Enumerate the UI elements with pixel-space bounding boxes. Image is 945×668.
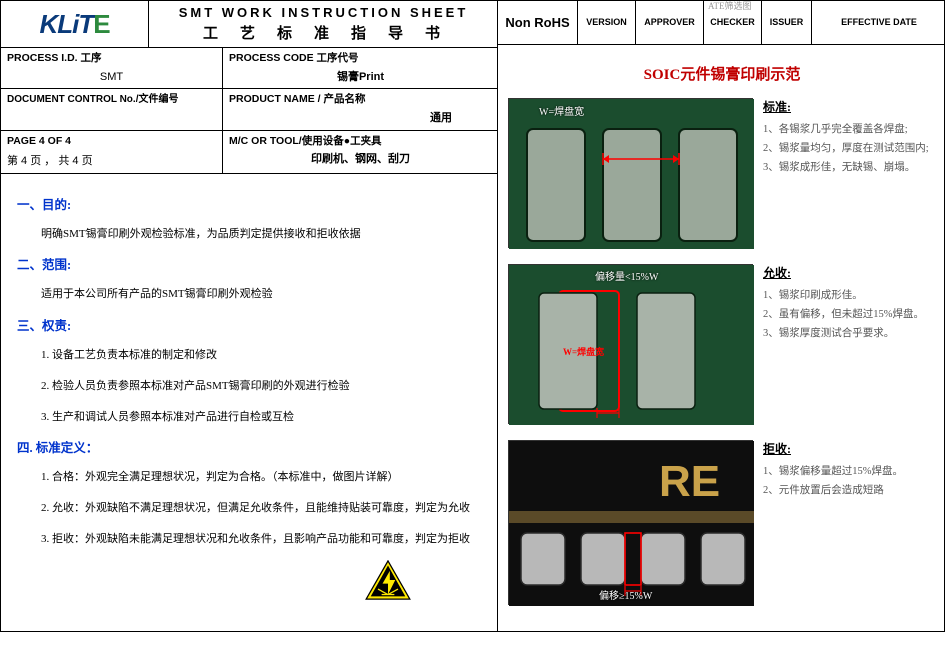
section-4-heading: 四. 标准定义： <box>17 437 481 461</box>
crit3-item: 1、锡浆偏移量超过15%焊盘。 <box>763 463 936 482</box>
logo-text-dark: KLiT <box>39 9 93 39</box>
doc-title-cn: 工艺标准指导书 <box>151 22 496 43</box>
section-1-para: 明确SMT锡膏印刷外观检验标准，为品质判定提供接收和拒收依据 <box>17 224 481 245</box>
process-code-value: 锡膏Print <box>229 69 492 86</box>
criteria-reject: 拒收: 1、锡浆偏移量超过15%焊盘。 2、元件放置后会造成短路 <box>763 440 936 605</box>
process-code-cell: PROCESS CODE 工序代号 锡膏Print <box>223 48 498 88</box>
meta-row-page: PAGE 4 OF 4 第 4 页 ， 共 4 页 M/C OR TOOL/使用… <box>1 131 497 174</box>
flow-note: ATE筛选图 <box>708 0 752 12</box>
mc-tool-label: M/C OR TOOL/使用设备●工夹具 <box>229 134 492 150</box>
demo-row-accept: 偏移量<15%W W=焊盘宽 允收: 1、锡浆印刷成形佳。 2、虽有偏移，但未超… <box>508 264 936 424</box>
section-3-item-1: 1. 设备工艺负责本标准的制定和修改 <box>17 345 481 366</box>
crit1-heading: 标准: <box>763 98 936 115</box>
hdr-issuer: ISSUER <box>762 1 812 44</box>
svg-text:RE: RE <box>659 457 720 506</box>
section-4-item-2: 2. 允收：外观缺陷不满足理想状况，但满足允收条件，且能维持贴装可靠度，判定为允… <box>17 498 481 519</box>
demo-img-accept: 偏移量<15%W W=焊盘宽 <box>508 264 753 424</box>
esd-symbol-wrap <box>17 560 481 608</box>
right-column: ATE筛选图 Non RoHS VERSION APPROVER CHECKER… <box>498 1 945 631</box>
section-4-item-3: 3. 拒收：外观缺陷未能满足理想状况和允收条件，且影响产品功能和可靠度，判定为拒… <box>17 529 481 550</box>
img3-label-bottom: 偏移≥15%W <box>599 587 652 602</box>
img2-label-top: 偏移量<15%W <box>595 268 658 283</box>
demo-row-standard: W=焊盘宽 标准: 1、各锡浆几乎完全覆盖各焊盘; 2、锡浆量均匀，厚度在测试范… <box>508 98 936 248</box>
non-rohs-cell: Non RoHS <box>498 1 578 44</box>
pcb-figure-2 <box>509 265 754 425</box>
logo-cell: KLiTE <box>1 1 149 47</box>
crit2-heading: 允收: <box>763 264 936 281</box>
section-2-para: 适用于本公司所有产品的SMT锡膏印刷外观检验 <box>17 284 481 305</box>
demo-img-reject: RE 偏移≥15%W <box>508 440 753 605</box>
process-code-label: PROCESS CODE 工序代号 <box>229 51 492 67</box>
company-logo: KLiTE <box>39 9 109 40</box>
pcb-figure-3: RE <box>509 441 754 606</box>
crit3-list: 1、锡浆偏移量超过15%焊盘。 2、元件放置后会造成短路 <box>763 463 936 501</box>
meta-row-process: PROCESS I.D. 工序 SMT PROCESS CODE 工序代号 锡膏… <box>1 48 497 89</box>
product-name-label: PRODUCT NAME / 产品名称 <box>229 92 492 108</box>
crit2-list: 1、锡浆印刷成形佳。 2、虽有偏移，但未超过15%焊盘。 3、锡浆厚度测试合乎要… <box>763 287 936 344</box>
process-id-value: SMT <box>7 69 216 86</box>
section-3-heading: 三、权责: <box>17 315 481 339</box>
crit2-item: 2、虽有偏移，但未超过15%焊盘。 <box>763 306 936 325</box>
crit3-item: 2、元件放置后会造成短路 <box>763 482 936 501</box>
crit2-item: 1、锡浆印刷成形佳。 <box>763 287 936 306</box>
crit1-item: 2、锡浆量均匀，厚度在测试范围内; <box>763 140 936 159</box>
section-3-item-3: 3. 生产和调试人员参照本标准对产品进行自检或互检 <box>17 407 481 428</box>
section-4-item-1: 1. 合格：外观完全满足理想状况，判定为合格。（本标准中，做图片详解） <box>17 467 481 488</box>
criteria-standard: 标准: 1、各锡浆几乎完全覆盖各焊盘; 2、锡浆量均匀，厚度在测试范围内; 3、… <box>763 98 936 248</box>
demo-title: SOIC元件锡膏印刷示范 <box>508 63 936 84</box>
crit1-list: 1、各锡浆几乎完全覆盖各焊盘; 2、锡浆量均匀，厚度在测试范围内; 3、锡浆成形… <box>763 121 936 178</box>
demo-row-reject: RE 偏移≥15%W 拒收: 1、锡浆偏移量超过15%焊盘。 2、元件放置后会造… <box>508 440 936 605</box>
page-cell: PAGE 4 OF 4 第 4 页 ， 共 4 页 <box>1 131 223 173</box>
doc-body: 一、目的: 明确SMT锡膏印刷外观检验标准，为品质判定提供接收和拒收依据 二、范… <box>1 174 497 618</box>
mc-tool-cell: M/C OR TOOL/使用设备●工夹具 印刷机、钢网、刮刀 <box>223 131 498 173</box>
crit1-item: 3、锡浆成形佳，无缺锡、崩塌。 <box>763 159 936 178</box>
product-name-value: 通用 <box>229 110 492 127</box>
left-column: KLiTE SMT WORK INSTRUCTION SHEET 工艺标准指导书… <box>1 1 498 631</box>
demo-img-standard: W=焊盘宽 <box>508 98 753 248</box>
crit3-heading: 拒收: <box>763 440 936 457</box>
pcb-figure-1 <box>509 99 754 249</box>
process-id-label: PROCESS I.D. 工序 <box>7 51 216 67</box>
hdr-version: VERSION <box>578 1 636 44</box>
section-3-item-2: 2. 检验人员负责参照本标准对产品SMT锡膏印刷的外观进行检验 <box>17 376 481 397</box>
page-cn: 第 4 页 ， 共 4 页 <box>7 153 216 170</box>
esd-warning-icon <box>365 560 411 600</box>
title-cell: SMT WORK INSTRUCTION SHEET 工艺标准指导书 <box>149 1 498 47</box>
mc-tool-value: 印刷机、钢网、刮刀 <box>229 151 492 168</box>
doc-title-en: SMT WORK INSTRUCTION SHEET <box>151 5 496 20</box>
crit2-item: 3、锡浆厚度测试合乎要求。 <box>763 325 936 344</box>
doc-header: KLiTE SMT WORK INSTRUCTION SHEET 工艺标准指导书 <box>1 1 497 48</box>
section-1-heading: 一、目的: <box>17 194 481 218</box>
page-label: PAGE 4 OF 4 <box>7 134 216 150</box>
doc-control-label: DOCUMENT CONTROL No./文件编号 <box>7 92 216 107</box>
product-name-cell: PRODUCT NAME / 产品名称 通用 <box>223 89 498 129</box>
instruction-sheet: KLiTE SMT WORK INSTRUCTION SHEET 工艺标准指导书… <box>0 0 945 632</box>
demo-panel: SOIC元件锡膏印刷示范 W=焊盘宽 标准: 1、各锡浆几乎完全覆盖各焊盘; 2… <box>498 45 945 631</box>
logo-text-green: E <box>93 9 109 39</box>
crit1-item: 1、各锡浆几乎完全覆盖各焊盘; <box>763 121 936 140</box>
img2-label-mid: W=焊盘宽 <box>563 345 604 358</box>
process-id-cell: PROCESS I.D. 工序 SMT <box>1 48 223 88</box>
criteria-accept: 允收: 1、锡浆印刷成形佳。 2、虽有偏移，但未超过15%焊盘。 3、锡浆厚度测… <box>763 264 936 424</box>
section-2-heading: 二、范围: <box>17 254 481 278</box>
doc-control-cell: DOCUMENT CONTROL No./文件编号 <box>1 89 223 129</box>
hdr-effective-date: EFFECTIVE DATE <box>812 1 945 44</box>
img1-label: W=焊盘宽 <box>539 103 584 118</box>
meta-row-document: DOCUMENT CONTROL No./文件编号 PRODUCT NAME /… <box>1 89 497 130</box>
hdr-approver: APPROVER <box>636 1 704 44</box>
